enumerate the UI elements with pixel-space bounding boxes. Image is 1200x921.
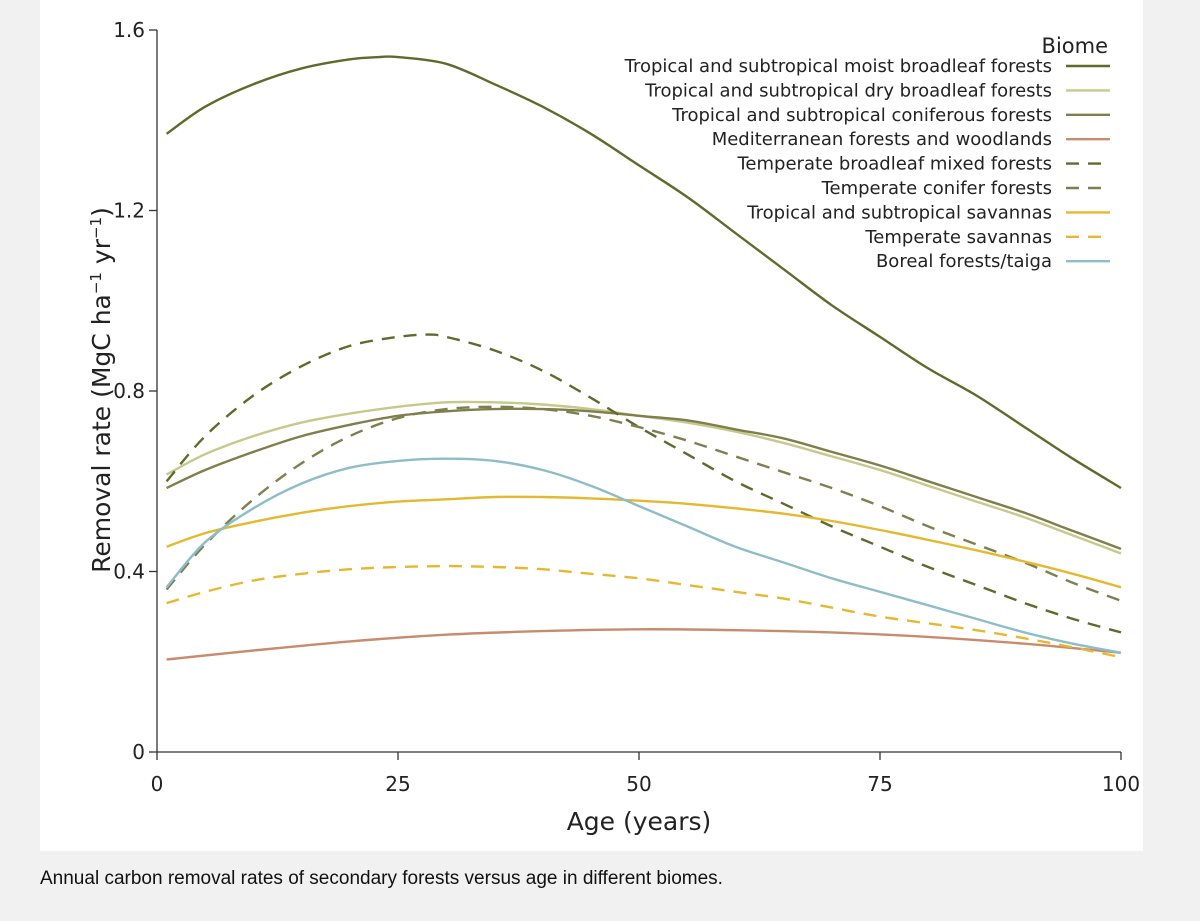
legend-label-temperate-conifer-forests: Temperate conifer forests [821, 178, 1052, 199]
x-tick-label: 25 [385, 772, 410, 796]
x-axis-title: Age (years) [567, 807, 712, 836]
y-tick-label: 1.2 [113, 199, 145, 223]
x-tick-label: 50 [626, 772, 651, 796]
x-tick-label: 100 [1102, 772, 1140, 796]
figure-panel: 0 0.4 0.8 1.2 1.6 0 25 50 75 100 Biome Tropical an… [40, 0, 1143, 851]
y-tick-label: 0.4 [113, 560, 145, 584]
series-line-mediterranean-forests-and-woodlands [166, 628, 1122, 661]
legend-label-tropical-and-subtropical-dry-broadleaf-forests: Tropical and subtropical dry broadleaf f… [644, 80, 1052, 101]
y-tick-label: 1.6 [113, 18, 145, 42]
x-tick-label: 75 [867, 772, 892, 796]
series-line-temperate-broadleaf-mixed-forests [165, 333, 1122, 634]
axes-layer: 0 0.4 0.8 1.2 1.6 0 25 50 75 100 [113, 18, 1140, 796]
series-line-tropical-and-subtropical-coniferous-forests [166, 407, 1122, 551]
series-layer [165, 55, 1122, 661]
y-tick-label: 0.8 [113, 379, 145, 403]
series-line-tropical-and-subtropical-moist-broadleaf-forests [165, 55, 1122, 490]
series-line-temperate-savannas [166, 564, 1122, 659]
legend-label-tropical-and-subtropical-moist-broadleaf-forests: Tropical and subtropical moist broadleaf… [624, 56, 1052, 77]
legend-title: Biome [1042, 34, 1108, 58]
series-line-tropical-and-subtropical-dry-broadleaf-forests [166, 400, 1122, 555]
legend-label-tropical-and-subtropical-coniferous-forests: Tropical and subtropical coniferous fore… [671, 105, 1052, 126]
series-line-boreal-forests-taiga [165, 457, 1122, 654]
legend-label-tropical-and-subtropical-savannas: Tropical and subtropical savannas [746, 202, 1052, 223]
legend-label-mediterranean-forests-and-woodlands: Mediterranean forests and woodlands [712, 129, 1052, 150]
series-line-tropical-and-subtropical-savannas [166, 495, 1122, 589]
x-tick-label: 0 [151, 772, 164, 796]
legend-label-temperate-broadleaf-mixed-forests: Temperate broadleaf mixed forests [737, 154, 1053, 175]
legend-label-boreal-forests-taiga: Boreal forests/taiga [876, 251, 1052, 272]
legend-label-temperate-savannas: Temperate savannas [864, 227, 1052, 248]
y-tick-label: 0 [132, 740, 145, 764]
series-line-temperate-conifer-forests [165, 405, 1122, 602]
figure-caption: Annual carbon removal rates of secondary… [40, 868, 723, 889]
y-axis-title: Removal rate (MgC ha−1 yr−1) [87, 207, 116, 573]
